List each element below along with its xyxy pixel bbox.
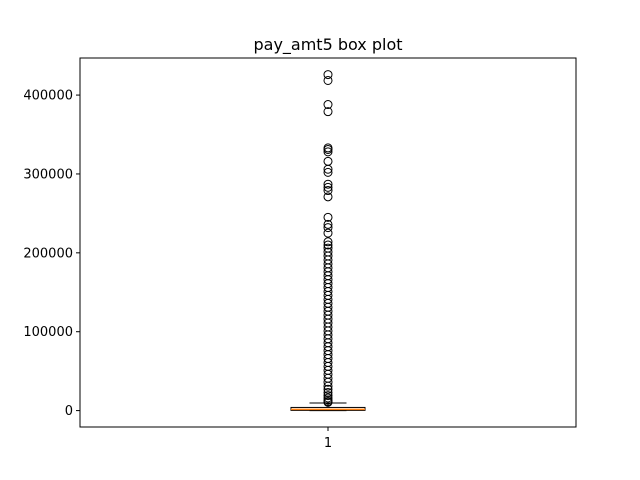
- outlier-point: [323, 391, 333, 401]
- outlier-point: [323, 107, 333, 117]
- outlier-point: [323, 223, 333, 233]
- outlier-point: [323, 186, 333, 196]
- outlier-point: [323, 387, 333, 397]
- y-tick-label: 400000: [23, 89, 73, 104]
- outlier-point: [323, 179, 333, 189]
- outlier-point: [323, 100, 333, 110]
- outlier-point: [323, 212, 333, 222]
- axes-frame: [79, 57, 577, 428]
- outlier-point: [323, 147, 333, 157]
- y-tick-label: 100000: [23, 325, 73, 340]
- outlier-point: [323, 192, 333, 202]
- chart-title: pay_amt5 box plot: [253, 35, 402, 55]
- y-tick-label: 300000: [23, 167, 73, 182]
- x-tick-label: 1: [324, 436, 332, 451]
- outlier-point: [323, 228, 333, 238]
- outlier-point: [323, 384, 333, 394]
- outlier-point: [323, 237, 333, 247]
- outlier-point: [323, 397, 333, 407]
- plot-area: 0 100000 200000 300000 400000 1: [23, 70, 366, 451]
- outlier-point: [323, 75, 333, 85]
- outlier-point: [323, 377, 333, 387]
- outlier-point: [323, 240, 333, 250]
- outlier-point: [323, 70, 333, 80]
- y-tick-label: 200000: [23, 246, 73, 261]
- outlier-point: [323, 182, 333, 192]
- outlier-point: [323, 219, 333, 229]
- outlier-point: [323, 145, 333, 155]
- outlier-point: [323, 167, 333, 177]
- outlier-point: [323, 381, 333, 391]
- y-tick-label: 0: [65, 404, 73, 419]
- outlier-point: [323, 164, 333, 174]
